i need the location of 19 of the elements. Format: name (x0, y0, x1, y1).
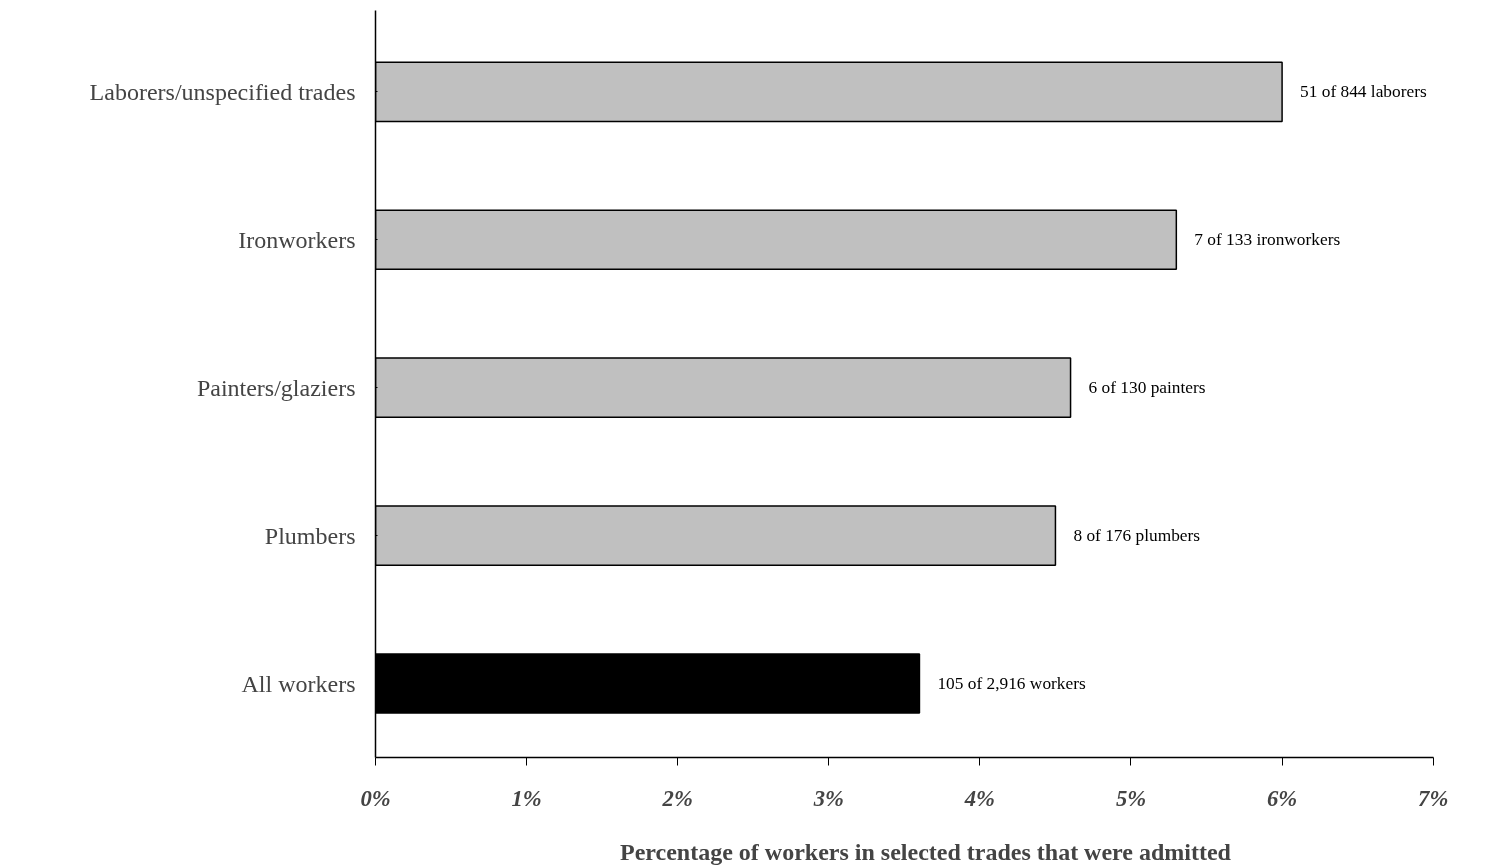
y-tick-label: Plumbers (264, 522, 356, 549)
y-tick-label: Ironworkers (238, 226, 356, 253)
x-tick-label: 1% (511, 785, 542, 811)
y-tick-label: Painters/glaziers (196, 374, 356, 401)
annotation: 8 of 176 plumbers (1073, 526, 1201, 546)
annotation: 7 of 133 ironworkers (1194, 230, 1341, 250)
y-tick-label: Laborers/unspecified trades (89, 78, 356, 105)
x-axis-title: Percentage of workers in selected trades that were admitted (620, 838, 1232, 865)
x-tick-label: 2% (661, 785, 693, 811)
annotation: 6 of 130 painters (1088, 378, 1206, 398)
x-tick-label: 4% (963, 785, 995, 811)
annotation: 51 of 844 laborers (1300, 82, 1427, 102)
x-tick-label: 6% (1266, 785, 1298, 811)
x-tick-label: 0% (360, 785, 391, 811)
x-tick-label: 5% (1115, 785, 1147, 811)
x-tick-label: 3% (812, 785, 844, 811)
annotation: 105 of 2,916 workers (937, 674, 1086, 694)
y-tick-label: All workers (241, 670, 356, 697)
x-tick-label: 7% (1418, 785, 1449, 811)
